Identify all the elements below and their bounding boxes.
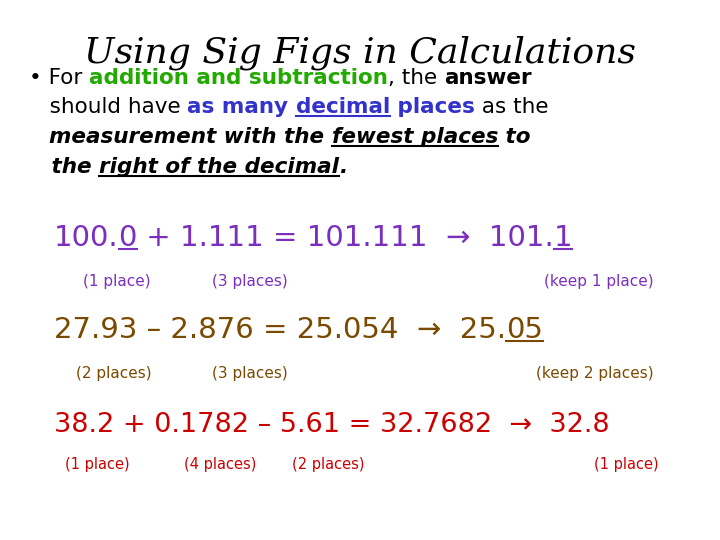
Text: addition and subtraction: addition and subtraction — [89, 68, 388, 87]
Text: (keep 1 place): (keep 1 place) — [544, 274, 653, 289]
Text: (1 place): (1 place) — [65, 457, 130, 472]
Text: the: the — [29, 157, 99, 177]
Text: answer: answer — [444, 68, 531, 87]
Text: (1 place): (1 place) — [594, 457, 659, 472]
Text: (keep 2 places): (keep 2 places) — [536, 366, 654, 381]
Text: 0: 0 — [119, 224, 137, 252]
Text: 27.93 – 2.876 = 25.054  →  25.: 27.93 – 2.876 = 25.054 → 25. — [54, 315, 506, 343]
Text: • For: • For — [29, 68, 89, 87]
Text: , the: , the — [388, 68, 444, 87]
Text: (3 places): (3 places) — [212, 274, 288, 289]
Text: 38.2 + 0.1782 – 5.61 = 32.7682  →  32.8: 38.2 + 0.1782 – 5.61 = 32.7682 → 32.8 — [54, 412, 610, 438]
Text: (1 place): (1 place) — [83, 274, 150, 289]
Text: fewest places: fewest places — [332, 127, 498, 147]
Text: as many: as many — [187, 97, 296, 117]
Text: 100.: 100. — [54, 224, 119, 252]
Text: 05: 05 — [506, 315, 543, 343]
Text: Using Sig Figs in Calculations: Using Sig Figs in Calculations — [84, 35, 636, 70]
Text: measurement with the: measurement with the — [50, 127, 332, 147]
Text: decimal: decimal — [296, 97, 390, 117]
Text: to: to — [498, 127, 531, 147]
Text: (3 places): (3 places) — [212, 366, 288, 381]
Text: as the: as the — [475, 97, 549, 117]
Text: places: places — [390, 97, 475, 117]
Text: right of the decimal: right of the decimal — [99, 157, 339, 177]
Text: + 1.111 = 101.111  →  101.: + 1.111 = 101.111 → 101. — [137, 224, 554, 252]
Text: should have: should have — [29, 97, 187, 117]
Text: (2 places): (2 places) — [76, 366, 151, 381]
Text: 1: 1 — [554, 224, 572, 252]
Text: (2 places): (2 places) — [292, 457, 364, 472]
Text: .: . — [339, 157, 347, 177]
Text: (4 places): (4 places) — [184, 457, 256, 472]
